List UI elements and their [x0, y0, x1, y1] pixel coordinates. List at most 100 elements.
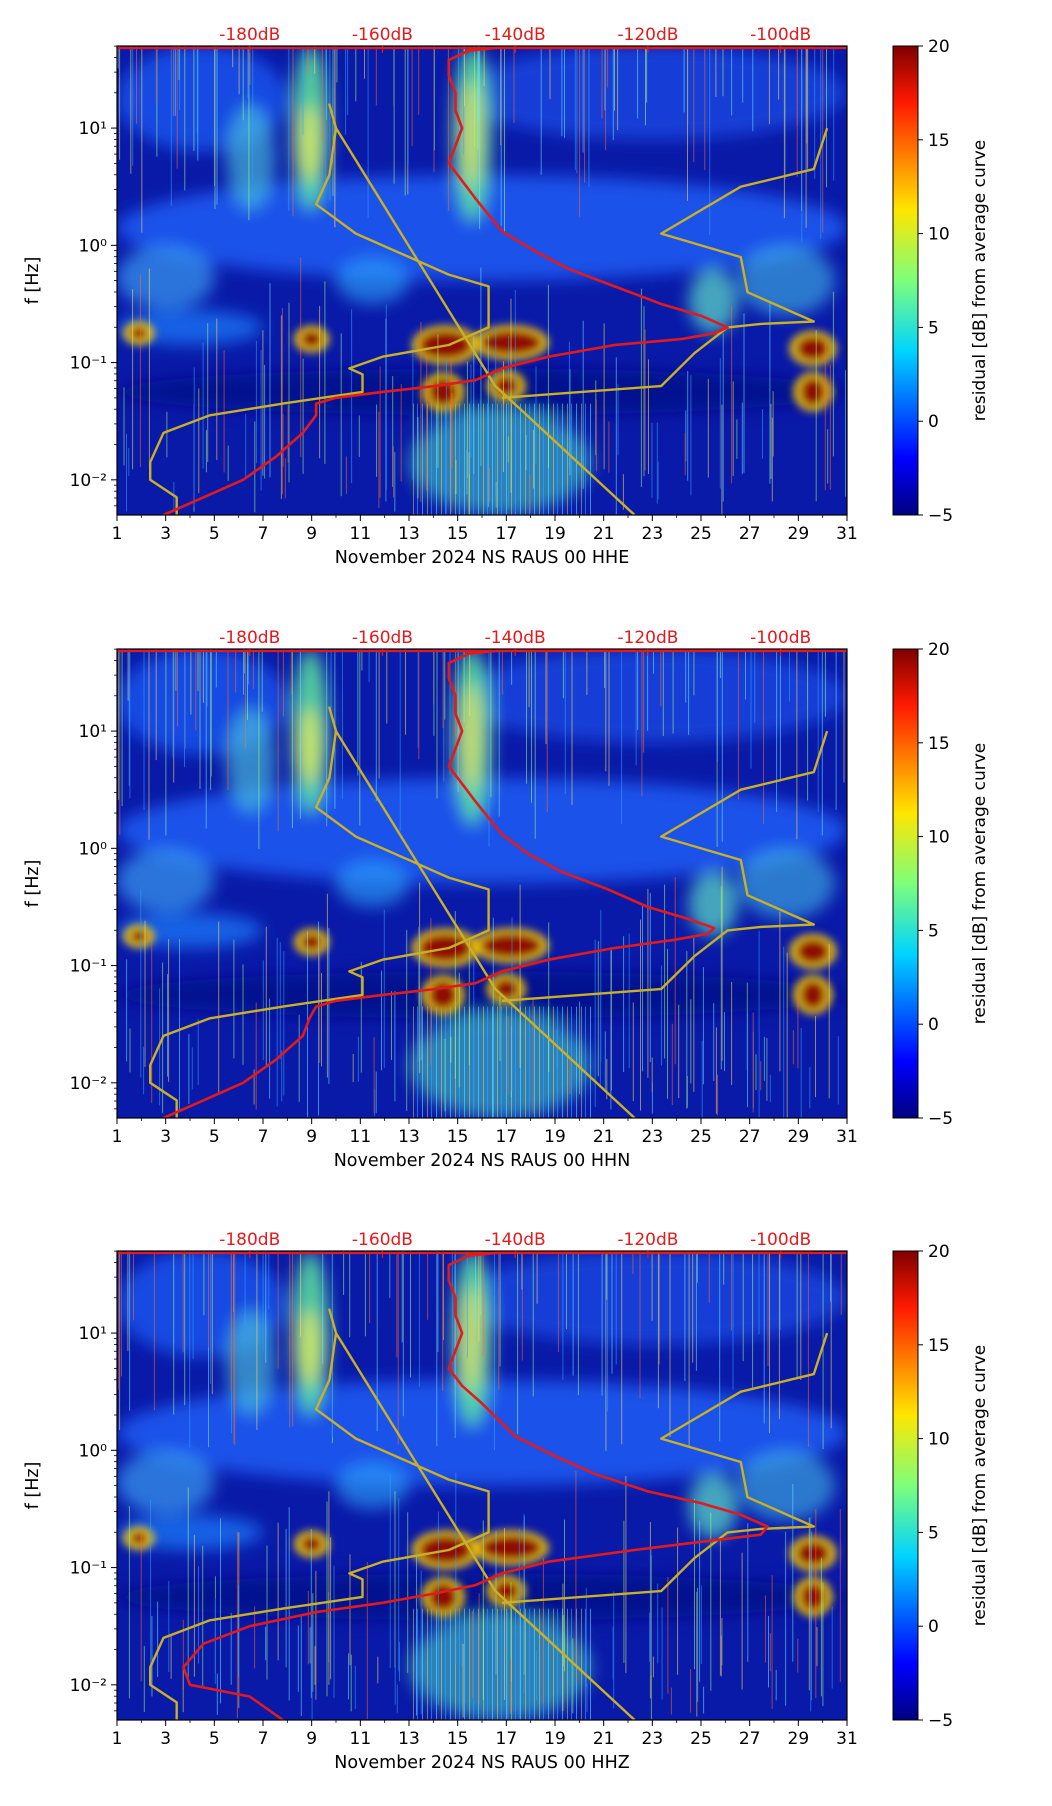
- y-tick-label: 10¹: [79, 119, 107, 139]
- top-db-tick-label: -120dB: [617, 25, 678, 45]
- colorbar-tick-label: 15: [928, 1336, 950, 1356]
- x-tick-label: 25: [690, 1127, 712, 1147]
- colorbar: 20 15 10 5 0 −5 residual [dB] from average cur…: [892, 37, 990, 526]
- top-db-tick-label: -100dB: [750, 628, 811, 648]
- top-db-tick-label: -160dB: [352, 628, 413, 648]
- x-tick-label: 3: [160, 524, 171, 544]
- colorbar-tick-label: 10: [928, 828, 950, 848]
- x-tick-label: 27: [739, 1127, 761, 1147]
- y-tick-label: 10¹: [79, 722, 107, 742]
- x-tick-label: 7: [258, 1729, 269, 1749]
- x-tick-label: 9: [306, 524, 317, 544]
- y-tick-label: 10⁰: [79, 236, 108, 256]
- x-axis-label: November 2024 NS RAUS 00 HHE: [335, 548, 630, 568]
- colorbar-tick-label: 5: [928, 1523, 939, 1543]
- colorbar-tick-label: 15: [928, 131, 950, 151]
- yellow-curve-low-noise: [149, 706, 636, 1118]
- x-tick-label: 19: [544, 524, 566, 544]
- y-tick-label: 10⁰: [79, 1441, 108, 1461]
- x-tick-label: 7: [258, 1127, 269, 1147]
- x-tick-label: 1: [112, 524, 123, 544]
- spectrogram: [117, 46, 847, 515]
- x-tick-label: 15: [447, 524, 469, 544]
- x-tick-label: 1: [112, 1127, 123, 1147]
- x-axis-label: November 2024 NS RAUS 00 HHN: [334, 1151, 631, 1171]
- x-tick-label: 15: [447, 1729, 469, 1749]
- colorbar: 20 15 10 5 0 −5 residual [dB] from average cur…: [892, 640, 990, 1129]
- top-db-tick-label: -160dB: [352, 1230, 413, 1250]
- top-db-tick-label: -180dB: [219, 25, 280, 45]
- colorbar-label: residual [dB] from average curve: [970, 1345, 990, 1626]
- colorbar-tick-label: 5: [928, 921, 939, 941]
- yellow-curve-high-noise: [501, 127, 829, 399]
- y-tick-label: 10¹: [79, 1324, 107, 1344]
- spectrogram: [117, 1251, 847, 1720]
- x-tick-label: 21: [593, 524, 615, 544]
- x-tick-label: 31: [836, 1127, 858, 1147]
- x-tick-label: 13: [398, 1127, 420, 1147]
- top-db-tick-label: -180dB: [219, 1230, 280, 1250]
- colorbar-tick-label: 0: [928, 1617, 939, 1637]
- x-tick-label: 11: [350, 524, 372, 544]
- x-tick-label: 13: [398, 1729, 420, 1749]
- x-tick-label: 1: [112, 1729, 123, 1749]
- x-tick-label: 19: [544, 1729, 566, 1749]
- colorbar-tick-label: 20: [928, 37, 950, 57]
- x-tick-label: 17: [496, 524, 518, 544]
- x-tick-label: 3: [160, 1127, 171, 1147]
- top-db-tick-label: -120dB: [617, 628, 678, 648]
- x-tick-label: 19: [544, 1127, 566, 1147]
- x-tick-label: 21: [593, 1127, 615, 1147]
- top-db-tick-label: -180dB: [219, 628, 280, 648]
- top-db-tick-label: -120dB: [617, 1230, 678, 1250]
- x-tick-label: 29: [788, 1729, 810, 1749]
- x-tick-label: 11: [350, 1729, 372, 1749]
- spectrogram: [117, 649, 847, 1118]
- colorbar-label: residual [dB] from average curve: [970, 140, 990, 421]
- y-tick-label: 10⁻²: [70, 471, 107, 491]
- red-curve: [182, 1251, 814, 1720]
- x-tick-label: 21: [593, 1729, 615, 1749]
- colorbar-tick-label: 20: [928, 640, 950, 660]
- yellow-curve-low-noise: [149, 1308, 636, 1720]
- x-tick-label: 17: [496, 1127, 518, 1147]
- y-axis-label: f [Hz]: [23, 257, 43, 305]
- colorbar-tick-label: −5: [928, 1711, 953, 1731]
- yellow-curve-high-noise: [501, 1332, 829, 1604]
- y-axis-label: f [Hz]: [23, 860, 43, 908]
- colorbar-label: residual [dB] from average curve: [970, 743, 990, 1024]
- x-tick-label: 17: [496, 1729, 518, 1749]
- colorbar: 20 15 10 5 0 −5 residual [dB] from average cur…: [892, 1242, 990, 1731]
- x-tick-label: 5: [209, 1127, 220, 1147]
- y-axis-label: f [Hz]: [23, 1462, 43, 1510]
- x-tick-label: 31: [836, 524, 858, 544]
- red-curve: [162, 649, 814, 1118]
- colorbar-tick-label: −5: [928, 506, 953, 526]
- y-tick-label: 10⁰: [79, 839, 108, 859]
- x-tick-label: 27: [739, 1729, 761, 1749]
- x-tick-label: 29: [788, 524, 810, 544]
- top-db-tick-label: -140dB: [485, 628, 546, 648]
- x-tick-label: 9: [306, 1127, 317, 1147]
- yellow-curve-low-noise: [149, 103, 636, 515]
- x-tick-label: 27: [739, 524, 761, 544]
- y-tick-label: 10⁻¹: [70, 1559, 107, 1579]
- x-tick-label: 29: [788, 1127, 810, 1147]
- colorbar-tick-label: 5: [928, 318, 939, 338]
- x-tick-label: 9: [306, 1729, 317, 1749]
- top-db-tick-label: -140dB: [485, 25, 546, 45]
- x-tick-label: 31: [836, 1729, 858, 1749]
- x-tick-label: 11: [350, 1127, 372, 1147]
- colorbar-tick-label: 10: [928, 225, 950, 245]
- colorbar-tick-label: 15: [928, 734, 950, 754]
- x-tick-label: 25: [690, 1729, 712, 1749]
- x-tick-label: 15: [447, 1127, 469, 1147]
- top-db-tick-label: -100dB: [750, 25, 811, 45]
- y-tick-label: 10⁻¹: [70, 957, 107, 977]
- colorbar-tick-label: 20: [928, 1242, 950, 1262]
- x-tick-label: 23: [642, 524, 664, 544]
- y-tick-label: 10⁻²: [70, 1676, 107, 1696]
